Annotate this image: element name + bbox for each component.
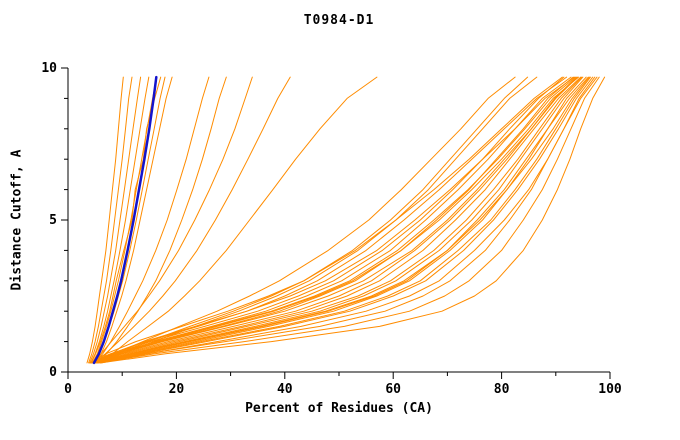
chart-title: T0984-D1: [303, 13, 375, 28]
svg-text:5: 5: [49, 213, 57, 228]
svg-text:60: 60: [385, 382, 401, 397]
svg-text:100: 100: [598, 382, 622, 397]
svg-text:0: 0: [64, 382, 72, 397]
x-axis-label: Percent of Residues (CA): [245, 401, 433, 416]
svg-text:0: 0: [49, 365, 57, 380]
svg-text:40: 40: [277, 382, 293, 397]
svg-text:10: 10: [41, 61, 57, 76]
svg-text:80: 80: [494, 382, 510, 397]
svg-text:20: 20: [169, 382, 185, 397]
